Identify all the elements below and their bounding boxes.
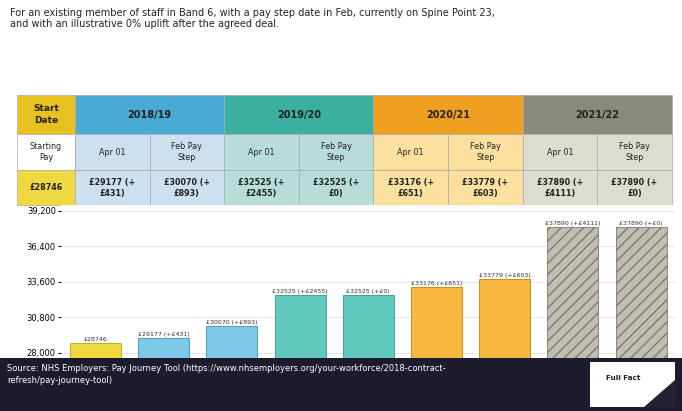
- Text: 2021/22: 2021/22: [575, 109, 619, 120]
- Bar: [299, 170, 374, 206]
- Text: Apr 01: Apr 01: [99, 148, 125, 157]
- Text: 2018/19: 2018/19: [128, 109, 172, 120]
- Text: £37890 (+£0): £37890 (+£0): [619, 221, 663, 226]
- Bar: [522, 134, 597, 170]
- Text: Starting
Pay: Starting Pay: [30, 142, 62, 162]
- Bar: [75, 170, 149, 206]
- Bar: [17, 170, 75, 206]
- Bar: [547, 227, 599, 358]
- Bar: [597, 170, 672, 206]
- Bar: [448, 170, 522, 206]
- Text: £37890 (+
£0): £37890 (+ £0): [611, 178, 657, 198]
- Bar: [374, 95, 522, 134]
- Text: £37890 (+
£4111): £37890 (+ £4111): [537, 178, 583, 198]
- Bar: [342, 295, 394, 358]
- Text: £33779 (+£603): £33779 (+£603): [479, 273, 531, 278]
- Polygon shape: [644, 380, 675, 407]
- Bar: [615, 227, 666, 358]
- Text: £30070 (+
£893): £30070 (+ £893): [164, 178, 210, 198]
- Text: Feb Pay
Step: Feb Pay Step: [171, 142, 203, 162]
- Bar: [17, 134, 75, 170]
- Text: Start
Date: Start Date: [33, 104, 59, 125]
- Bar: [522, 95, 672, 134]
- Text: £32525 (+
£2455): £32525 (+ £2455): [238, 178, 284, 198]
- Bar: [411, 287, 462, 358]
- Text: £28746: £28746: [29, 183, 63, 192]
- Text: £29177 (+
£431): £29177 (+ £431): [89, 178, 136, 198]
- Text: For an existing member of staff in Band 6, with a pay step date in Feb, currentl: For an existing member of staff in Band …: [10, 7, 495, 29]
- Bar: [224, 134, 299, 170]
- Bar: [299, 134, 374, 170]
- Bar: [17, 95, 75, 134]
- Text: Apr 01: Apr 01: [398, 148, 424, 157]
- Text: £28746: £28746: [84, 337, 107, 342]
- Bar: [206, 326, 258, 358]
- Bar: [374, 170, 448, 206]
- Text: Feb Pay
Step: Feb Pay Step: [619, 142, 650, 162]
- Bar: [149, 170, 224, 206]
- Bar: [70, 343, 121, 358]
- Text: Feb Pay
Step: Feb Pay Step: [470, 142, 501, 162]
- Text: £29177 (+£431): £29177 (+£431): [138, 332, 190, 337]
- Bar: [224, 95, 374, 134]
- Text: £32525 (+£2455): £32525 (+£2455): [272, 289, 328, 294]
- Text: 2019/20: 2019/20: [277, 109, 321, 120]
- Text: Apr 01: Apr 01: [547, 148, 573, 157]
- Text: £33176 (+£651): £33176 (+£651): [411, 281, 462, 286]
- Text: Apr 01: Apr 01: [248, 148, 275, 157]
- Bar: [522, 170, 597, 206]
- Text: Feb Pay
Step: Feb Pay Step: [321, 142, 351, 162]
- Text: Full Fact: Full Fact: [606, 375, 640, 381]
- Text: Source: NHS Employers: Pay Journey Tool (https://www.nhsemployers.org/your-workf: Source: NHS Employers: Pay Journey Tool …: [7, 364, 445, 385]
- Text: £37890 (+£4111): £37890 (+£4111): [545, 221, 601, 226]
- Bar: [448, 134, 522, 170]
- Bar: [224, 170, 299, 206]
- Bar: [374, 134, 448, 170]
- Bar: [274, 295, 326, 358]
- Bar: [75, 134, 149, 170]
- Text: £33176 (+
£651): £33176 (+ £651): [387, 178, 434, 198]
- Text: £30070 (+£893): £30070 (+£893): [206, 320, 258, 325]
- Text: 2020/21: 2020/21: [426, 109, 470, 120]
- Text: £32525 (+
£0): £32525 (+ £0): [313, 178, 359, 198]
- Bar: [597, 134, 672, 170]
- Text: £32525 (+£0): £32525 (+£0): [346, 289, 390, 294]
- Bar: [590, 362, 675, 407]
- Text: £33779 (+
£603): £33779 (+ £603): [462, 178, 508, 198]
- Bar: [138, 337, 189, 358]
- Bar: [75, 95, 224, 134]
- Bar: [479, 279, 530, 358]
- Bar: [149, 134, 224, 170]
